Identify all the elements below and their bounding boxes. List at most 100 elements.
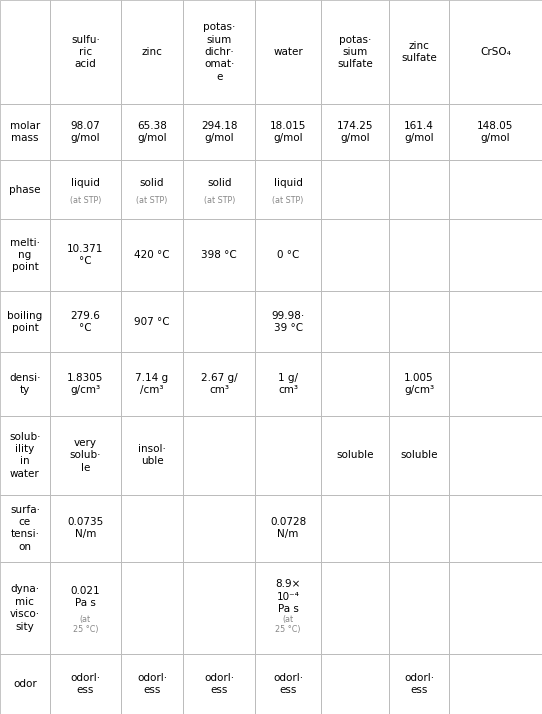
Text: 10.371
°C: 10.371 °C <box>67 244 104 266</box>
Bar <box>183 218 255 291</box>
Bar <box>389 291 449 352</box>
Bar <box>255 161 321 218</box>
Bar <box>183 495 255 562</box>
Bar <box>183 352 255 416</box>
Text: 2.67 g/
cm³: 2.67 g/ cm³ <box>201 373 237 396</box>
Text: 907 °C: 907 °C <box>134 317 170 327</box>
Bar <box>389 562 449 654</box>
Bar <box>449 654 542 714</box>
Text: solub·
ility
in
water: solub· ility in water <box>9 432 41 479</box>
Bar <box>255 654 321 714</box>
Text: 8.9×
10⁻⁴
Pa s: 8.9× 10⁻⁴ Pa s <box>275 580 301 614</box>
Bar <box>121 161 183 218</box>
Text: boiling
point: boiling point <box>7 311 43 333</box>
Text: solid: solid <box>140 178 164 188</box>
Text: 174.25
g/mol: 174.25 g/mol <box>337 121 373 144</box>
Bar <box>0 291 50 352</box>
Text: 294.18
g/mol: 294.18 g/mol <box>201 121 237 144</box>
Text: odorl·
ess: odorl· ess <box>404 673 434 695</box>
Bar <box>0 654 50 714</box>
Bar <box>50 218 121 291</box>
Bar <box>121 104 183 161</box>
Bar <box>389 495 449 562</box>
Text: 1.005
g/cm³: 1.005 g/cm³ <box>404 373 434 396</box>
Bar <box>321 495 389 562</box>
Text: 1 g/
cm³: 1 g/ cm³ <box>278 373 298 396</box>
Bar <box>255 352 321 416</box>
Bar <box>0 104 50 161</box>
Bar <box>389 218 449 291</box>
Text: odorl·
ess: odorl· ess <box>204 673 234 695</box>
Text: 7.14 g
/cm³: 7.14 g /cm³ <box>136 373 169 396</box>
Bar <box>449 352 542 416</box>
Bar <box>321 562 389 654</box>
Text: insol·
uble: insol· uble <box>138 444 166 466</box>
Text: odorl·
ess: odorl· ess <box>137 673 167 695</box>
Text: 99.98·
39 °C: 99.98· 39 °C <box>272 311 305 333</box>
Text: 398 °C: 398 °C <box>202 250 237 260</box>
Text: 65.38
g/mol: 65.38 g/mol <box>137 121 167 144</box>
Text: 0.0735
N/m: 0.0735 N/m <box>67 517 104 539</box>
Text: odorl·
ess: odorl· ess <box>273 673 303 695</box>
Bar <box>321 218 389 291</box>
Bar <box>0 352 50 416</box>
Bar <box>255 291 321 352</box>
Bar <box>183 654 255 714</box>
Bar <box>389 104 449 161</box>
Text: (at
25 °C): (at 25 °C) <box>275 615 301 634</box>
Bar <box>50 416 121 495</box>
Bar <box>183 562 255 654</box>
Bar <box>449 416 542 495</box>
Text: molar
mass: molar mass <box>10 121 40 144</box>
Text: dyna·
mic
visco·
sity: dyna· mic visco· sity <box>10 584 40 632</box>
Bar <box>0 218 50 291</box>
Text: very
solub·
le: very solub· le <box>69 438 101 473</box>
Bar <box>255 104 321 161</box>
Bar <box>121 416 183 495</box>
Bar <box>321 0 389 104</box>
Text: zinc: zinc <box>141 47 163 57</box>
Bar <box>50 0 121 104</box>
Bar <box>449 218 542 291</box>
Text: surfa·
ce
tensi·
on: surfa· ce tensi· on <box>10 505 40 552</box>
Bar <box>449 562 542 654</box>
Bar <box>121 654 183 714</box>
Bar <box>183 416 255 495</box>
Bar <box>255 218 321 291</box>
Bar <box>449 291 542 352</box>
Bar <box>321 161 389 218</box>
Bar <box>0 0 50 104</box>
Bar <box>255 495 321 562</box>
Bar <box>255 416 321 495</box>
Text: 0 °C: 0 °C <box>277 250 299 260</box>
Text: sulfu·
ric
acid: sulfu· ric acid <box>71 34 100 69</box>
Bar <box>183 0 255 104</box>
Text: liquid: liquid <box>71 178 100 188</box>
Bar <box>50 352 121 416</box>
Text: (at
25 °C): (at 25 °C) <box>73 615 98 634</box>
Bar <box>121 562 183 654</box>
Bar <box>50 104 121 161</box>
Text: potas·
sium
sulfate: potas· sium sulfate <box>337 34 373 69</box>
Text: phase: phase <box>9 184 41 194</box>
Text: melti·
ng
point: melti· ng point <box>10 238 40 273</box>
Bar <box>389 0 449 104</box>
Text: 279.6
°C: 279.6 °C <box>70 311 100 333</box>
Text: liquid: liquid <box>274 178 302 188</box>
Bar <box>255 0 321 104</box>
Bar <box>50 654 121 714</box>
Bar <box>321 654 389 714</box>
Bar <box>121 0 183 104</box>
Bar <box>121 218 183 291</box>
Text: odorl·
ess: odorl· ess <box>70 673 100 695</box>
Bar <box>321 104 389 161</box>
Bar <box>449 495 542 562</box>
Text: 0.021
Pa s: 0.021 Pa s <box>70 585 100 608</box>
Bar <box>0 161 50 218</box>
Bar <box>389 161 449 218</box>
Bar <box>0 562 50 654</box>
Bar <box>183 161 255 218</box>
Bar <box>255 562 321 654</box>
Bar <box>0 416 50 495</box>
Bar <box>50 562 121 654</box>
